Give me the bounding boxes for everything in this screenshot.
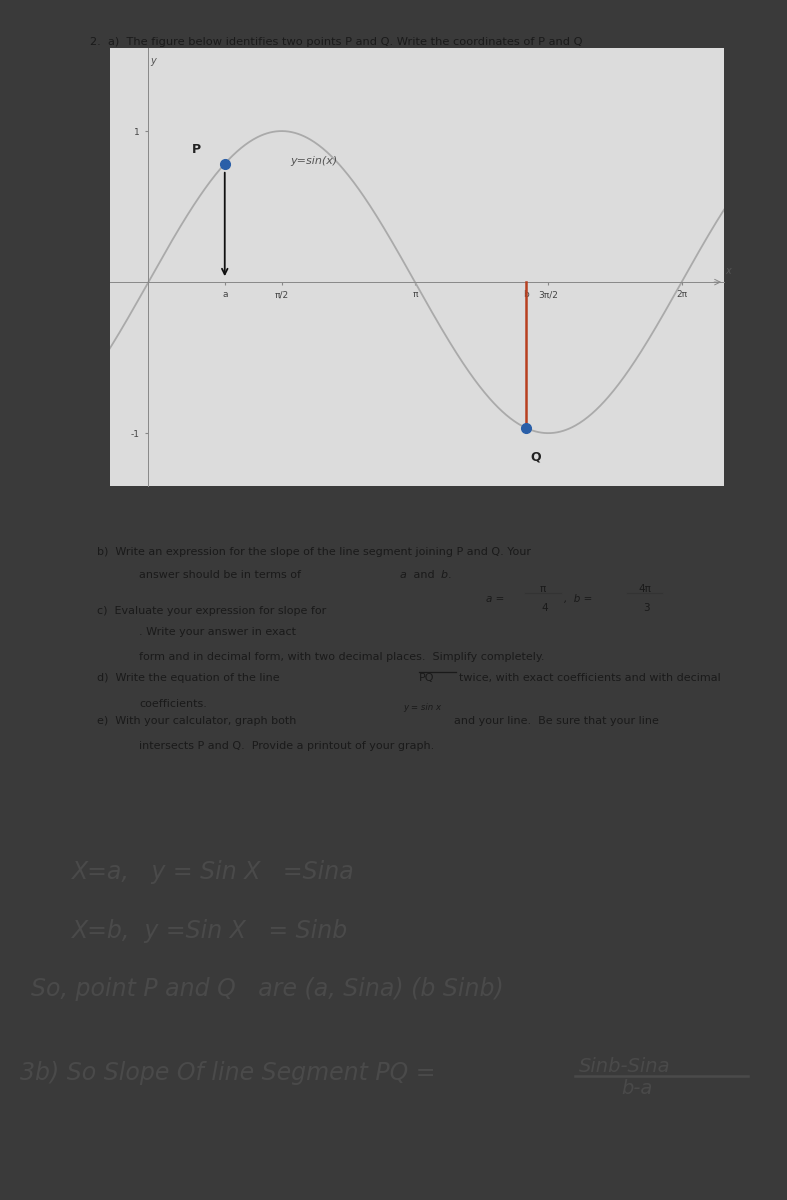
- Text: twice, with exact coefficients and with decimal: twice, with exact coefficients and with …: [459, 673, 720, 683]
- Text: 4: 4: [541, 604, 549, 613]
- Text: π: π: [539, 584, 545, 594]
- Text: 3: 3: [644, 604, 650, 613]
- Text: answer should be in terms of: answer should be in terms of: [139, 570, 305, 581]
- Text: y=sin(x): y=sin(x): [290, 156, 338, 167]
- Text: b-a: b-a: [622, 1079, 653, 1098]
- Text: c)  Evaluate your expression for slope for: c) Evaluate your expression for slope fo…: [97, 606, 326, 616]
- Text: e)  With your calculator, graph both: e) With your calculator, graph both: [97, 715, 296, 726]
- Text: 3a): 3a): [31, 803, 91, 838]
- Text: PQ: PQ: [419, 673, 434, 683]
- Text: and: and: [410, 570, 438, 581]
- Text: 2.  a)  The figure below identifies two points P and Q. Write the coordinates of: 2. a) The figure below identifies two po…: [90, 37, 582, 47]
- Text: Q: Q: [530, 451, 541, 463]
- Text: in terms of: in terms of: [135, 58, 227, 67]
- Text: . Write your answer in exact: . Write your answer in exact: [139, 626, 296, 636]
- Text: and your line.  Be sure that your line: and your line. Be sure that your line: [455, 715, 660, 726]
- Text: b)  Write an expression for the slope of the line segment joining P and Q. Your: b) Write an expression for the slope of …: [97, 547, 530, 557]
- Text: Sinb-Sina: Sinb-Sina: [578, 1057, 670, 1076]
- Text: X=b,  y =Sin X   = Sinb: X=b, y =Sin X = Sinb: [71, 919, 347, 943]
- Text: X=a,   y = Sin X   =Sina: X=a, y = Sin X =Sina: [71, 859, 353, 883]
- Text: and: and: [336, 58, 365, 67]
- Text: form and in decimal form, with two decimal places.  Simplify completely.: form and in decimal form, with two decim…: [139, 653, 545, 662]
- Text: b: b: [441, 570, 448, 581]
- Text: y: y: [150, 74, 157, 85]
- Text: coefficients.: coefficients.: [139, 700, 207, 709]
- Text: a =: a =: [486, 594, 504, 604]
- Text: P: P: [192, 143, 201, 156]
- Text: a: a: [400, 570, 407, 581]
- Text: 4π: 4π: [639, 584, 652, 594]
- Text: x: x: [726, 266, 731, 276]
- Text: a: a: [327, 58, 334, 67]
- Text: d)  Write the equation of the line: d) Write the equation of the line: [97, 673, 279, 683]
- Text: y: y: [150, 55, 156, 66]
- Text: 3b) So Slope Of line Segment PQ =: 3b) So Slope Of line Segment PQ =: [20, 1061, 435, 1085]
- Text: y = sin x: y = sin x: [403, 703, 441, 712]
- Text: .: .: [376, 58, 380, 67]
- Text: ,  b =: , b =: [564, 594, 593, 604]
- Text: intersects P and Q.  Provide a printout of your graph.: intersects P and Q. Provide a printout o…: [139, 742, 434, 751]
- Text: So, point P and Q   are (a, Sina) (b Sinb): So, point P and Q are (a, Sina) (b Sinb): [31, 977, 504, 1001]
- Text: .: .: [448, 570, 452, 581]
- Text: b: b: [370, 58, 377, 67]
